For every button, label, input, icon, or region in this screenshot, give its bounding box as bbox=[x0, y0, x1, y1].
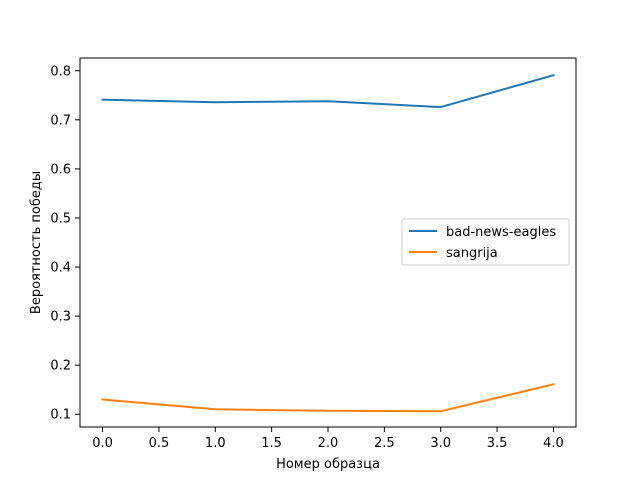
x-axis-label: Номер образца bbox=[276, 457, 380, 472]
x-tick-label: 3.5 bbox=[487, 436, 508, 451]
y-tick-label: 0.8 bbox=[50, 64, 71, 79]
y-tick-label: 0.1 bbox=[50, 408, 71, 423]
legend-label-bad-news-eagles: bad-news-eagles bbox=[446, 225, 556, 240]
legend-label-sangrija: sangrija bbox=[446, 246, 498, 261]
x-tick-label: 0.0 bbox=[92, 436, 113, 451]
legend: bad-news-eagles sangrija bbox=[401, 218, 570, 266]
x-tick-label: 1.0 bbox=[205, 436, 226, 451]
y-axis-label: Вероятность победы bbox=[29, 171, 44, 314]
y-tick-label: 0.3 bbox=[50, 310, 71, 325]
x-tick-label: 3.0 bbox=[430, 436, 451, 451]
series-line-sangrija bbox=[101, 383, 555, 413]
x-tick-label: 0.5 bbox=[149, 436, 170, 451]
x-tick-label: 1.5 bbox=[261, 436, 282, 451]
y-tick-label: 0.7 bbox=[50, 113, 71, 128]
y-tick-label: 0.6 bbox=[50, 162, 71, 177]
y-tick-label: 0.4 bbox=[50, 261, 71, 276]
series-layer bbox=[101, 73, 555, 413]
y-tick-label: 0.5 bbox=[50, 211, 71, 226]
x-tick-label: 4.0 bbox=[543, 436, 564, 451]
legend-box bbox=[401, 218, 570, 266]
x-tick-label: 2.0 bbox=[318, 436, 339, 451]
x-axis: 0.0 0.5 1.0 1.5 2.0 2.5 3.0 3.5 4.0 bbox=[92, 427, 564, 451]
y-axis: 0.1 0.2 0.3 0.4 0.5 0.6 0.7 0.8 bbox=[50, 64, 80, 423]
x-tick-label: 2.5 bbox=[374, 436, 395, 451]
y-tick-label: 0.2 bbox=[50, 359, 71, 374]
series-line-bad-news-eagles bbox=[101, 73, 555, 109]
